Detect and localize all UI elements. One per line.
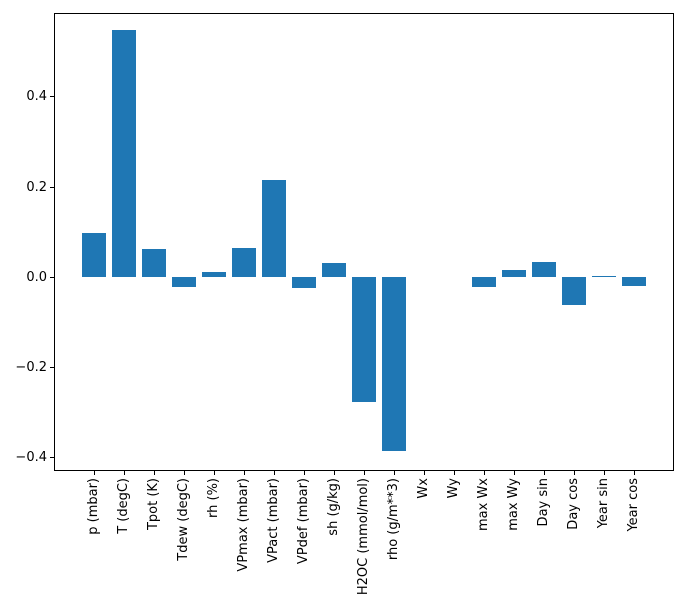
x-tick-mark xyxy=(454,471,455,475)
x-tick-label: T (degC) xyxy=(116,478,131,534)
y-tick-label: 0.0 xyxy=(26,270,47,285)
x-tick-mark xyxy=(424,471,425,475)
x-tick-label: VPdef (mbar) xyxy=(296,478,311,565)
y-tick-mark xyxy=(50,367,54,368)
x-tick-mark xyxy=(334,471,335,475)
x-tick-label: H2OC (mmol/mol) xyxy=(356,478,371,596)
x-tick-label: rho (g/m**3) xyxy=(386,478,401,561)
y-tick-mark xyxy=(50,96,54,97)
x-tick-mark xyxy=(634,471,635,475)
bar-vpdef-mbar xyxy=(292,277,316,289)
bar-rh xyxy=(202,271,227,277)
bar-tdew-degc xyxy=(172,277,197,288)
x-tick-mark xyxy=(544,471,545,475)
x-tick-label: Wx xyxy=(416,478,431,499)
x-tick-mark xyxy=(574,471,575,475)
x-tick-mark xyxy=(274,471,275,475)
x-tick-mark xyxy=(604,471,605,475)
x-tick-mark xyxy=(124,471,125,475)
bar-p-mbar xyxy=(82,232,107,277)
bar-t-degc xyxy=(112,30,137,277)
x-tick-label: VPact (mbar) xyxy=(266,478,281,563)
x-tick-mark xyxy=(94,471,95,475)
bar-rho-g-m-3 xyxy=(382,277,406,451)
x-tick-label: Wy xyxy=(446,478,461,499)
y-tick-label: −0.4 xyxy=(15,450,47,465)
y-tick-mark xyxy=(50,457,54,458)
bar-day-cos xyxy=(561,277,586,305)
x-tick-label: max Wx xyxy=(476,478,491,532)
x-tick-label: Tdew (degC) xyxy=(176,478,191,561)
bar-year-cos xyxy=(621,277,646,286)
bar-sh-g-kg xyxy=(322,262,346,277)
bar-vpmax-mbar xyxy=(232,247,257,277)
bar-day-sin xyxy=(531,262,556,277)
y-tick-mark xyxy=(50,277,54,278)
y-tick-label: 0.4 xyxy=(26,89,47,104)
bar-year-sin xyxy=(591,275,616,277)
x-tick-label: rh (%) xyxy=(206,478,221,518)
x-tick-mark xyxy=(514,471,515,475)
x-tick-mark xyxy=(184,471,185,475)
x-tick-label: Tpot (K) xyxy=(146,478,161,531)
y-tick-label: 0.2 xyxy=(26,180,47,195)
x-tick-mark xyxy=(154,471,155,475)
bar-max-wx xyxy=(471,277,496,288)
x-tick-label: sh (g/kg) xyxy=(326,478,341,536)
y-tick-mark xyxy=(50,187,54,188)
x-tick-mark xyxy=(364,471,365,475)
x-tick-label: Day cos xyxy=(566,478,581,530)
x-tick-label: max Wy xyxy=(506,478,521,531)
bar-vpact-mbar xyxy=(262,179,287,277)
x-tick-label: p (mbar) xyxy=(86,478,101,535)
x-tick-label: VPmax (mbar) xyxy=(236,478,251,572)
x-tick-label: Day sin xyxy=(536,478,551,527)
bar-tpot-k xyxy=(142,249,167,277)
y-tick-label: −0.2 xyxy=(15,360,47,375)
x-tick-label: Year sin xyxy=(596,478,611,529)
bar-max-wy xyxy=(501,270,526,277)
bar-h2oc-mmol-mol xyxy=(352,277,376,403)
x-tick-mark xyxy=(214,471,215,475)
x-tick-mark xyxy=(244,471,245,475)
x-tick-mark xyxy=(394,471,395,475)
x-tick-mark xyxy=(484,471,485,475)
x-tick-mark xyxy=(304,471,305,475)
x-tick-label: Year cos xyxy=(626,478,641,532)
